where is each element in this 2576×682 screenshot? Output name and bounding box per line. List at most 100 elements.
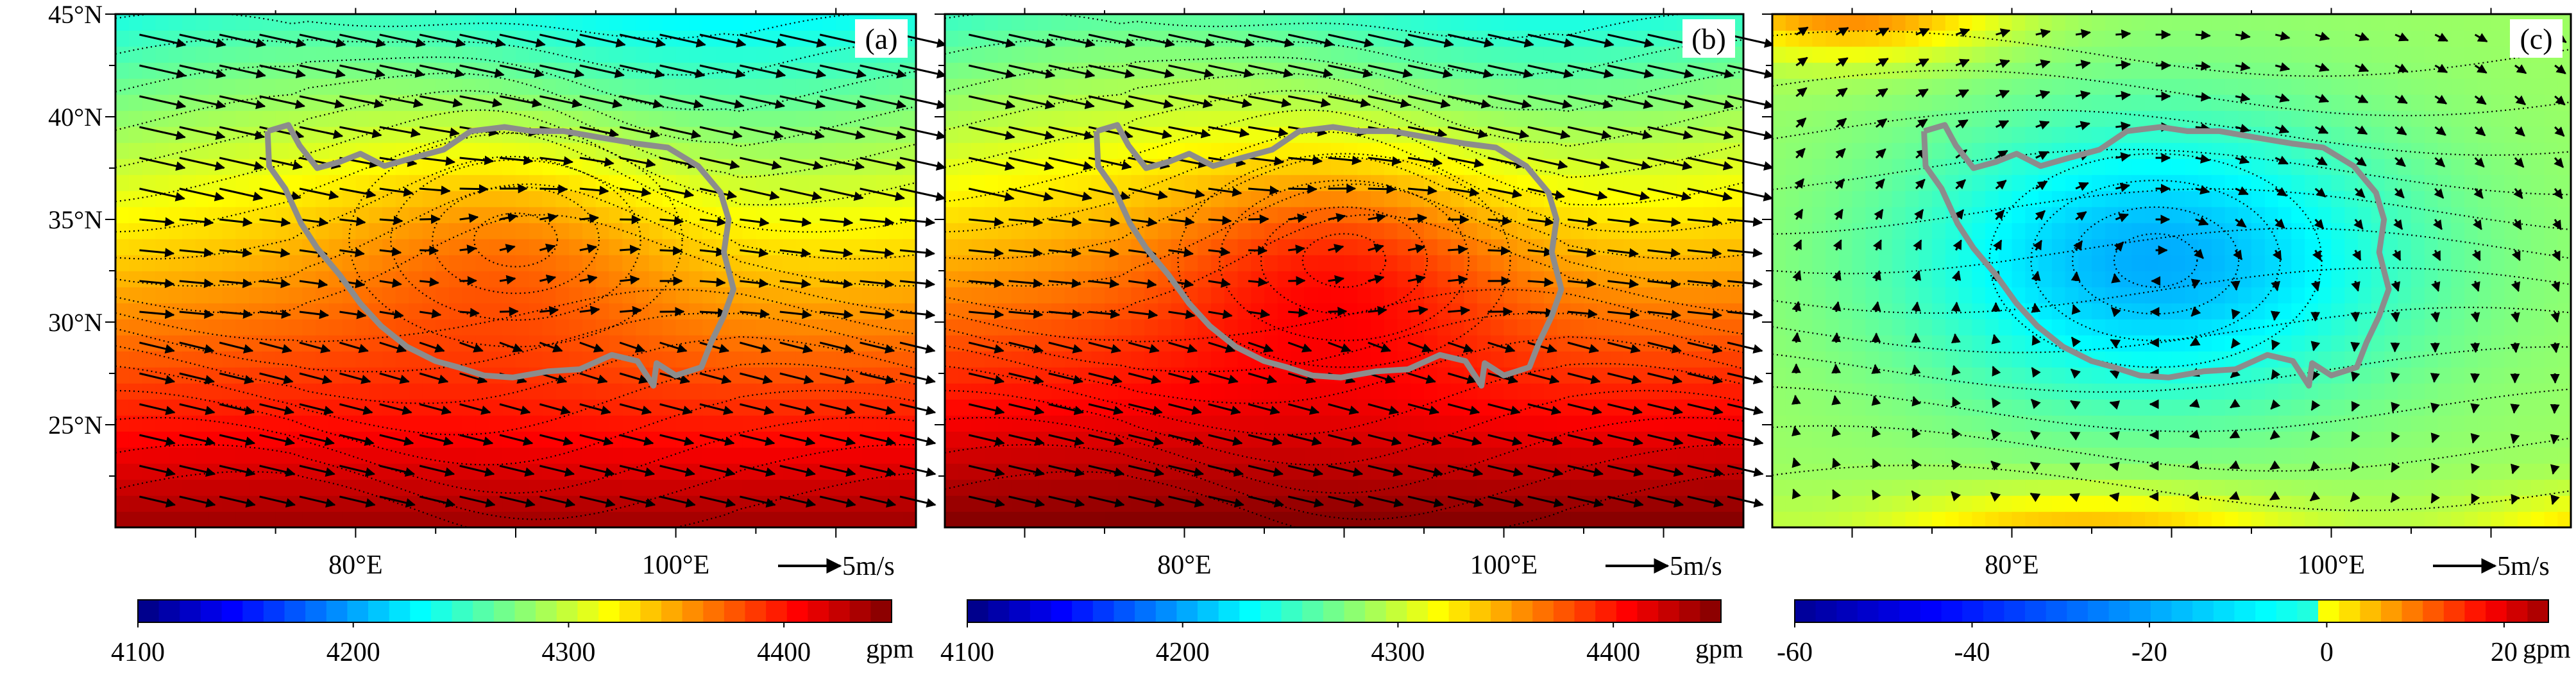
- field-cell: [1799, 94, 1813, 111]
- field-cell: [1637, 191, 1651, 207]
- field-cell: [636, 110, 650, 127]
- field-cell: [289, 14, 303, 31]
- field-cell: [182, 319, 196, 336]
- field-cell: [649, 110, 663, 127]
- field-cell: [1304, 511, 1318, 528]
- field-cell: [836, 30, 850, 47]
- field-cell: [756, 303, 770, 320]
- wind-vector: [779, 309, 812, 320]
- field-cell: [1198, 447, 1212, 464]
- field-cell: [689, 78, 703, 95]
- field-cell: [1637, 351, 1651, 368]
- field-cell: [998, 78, 1012, 95]
- wind-vector: [659, 341, 688, 354]
- field-cell: [622, 14, 636, 31]
- field-cell: [1064, 46, 1079, 63]
- field-cell: [1785, 30, 1800, 47]
- wind-vector: [379, 95, 424, 108]
- field-cell: [889, 447, 903, 464]
- field-cell: [1384, 287, 1398, 303]
- field-cell: [1291, 239, 1305, 255]
- field-cell: [382, 351, 396, 368]
- field-cell: [876, 351, 890, 368]
- field-cell: [1397, 14, 1412, 31]
- lat-label-30: 30°N: [48, 308, 103, 337]
- field-cell: [462, 351, 477, 368]
- field-cell: [1838, 255, 1853, 271]
- field-cell: [958, 14, 972, 31]
- colorbar-cell: [1176, 600, 1198, 622]
- field-cell: [729, 383, 743, 400]
- field-cell: [649, 511, 663, 528]
- field-cell: [1570, 447, 1584, 464]
- field-cell: [836, 255, 850, 271]
- field-cell: [542, 383, 557, 400]
- field-cell: [609, 239, 623, 255]
- field-cell: [516, 383, 530, 400]
- field-cell: [649, 335, 663, 352]
- field-cell: [702, 239, 716, 255]
- field-cell: [1450, 14, 1465, 31]
- field-cell: [1371, 463, 1385, 480]
- field-cell: [555, 351, 570, 368]
- field-cell: [516, 399, 530, 416]
- wind-vector: [539, 33, 586, 48]
- field-cell: [155, 399, 169, 416]
- field-cell: [1663, 142, 1678, 159]
- field-cell: [985, 126, 999, 143]
- wind-vector: [339, 434, 375, 446]
- field-cell: [662, 431, 677, 448]
- field-cell: [1211, 223, 1225, 239]
- field-cell: [502, 207, 516, 223]
- field-cell: [1610, 46, 1625, 63]
- field-cell: [208, 142, 223, 159]
- field-cell: [1291, 158, 1305, 175]
- field-cell: [1517, 110, 1531, 127]
- field-cell: [1852, 46, 1867, 63]
- field-cell: [555, 142, 570, 159]
- field-cell: [155, 223, 169, 239]
- field-cell: [1772, 335, 1786, 352]
- field-cell: [971, 142, 986, 159]
- field-cell: [1024, 479, 1039, 496]
- field-cell: [675, 126, 690, 143]
- field-cell: [1318, 431, 1332, 448]
- field-cell: [1799, 415, 1813, 432]
- wind-vector: [379, 126, 421, 138]
- field-cell: [1131, 175, 1146, 191]
- field-cell: [1224, 255, 1239, 271]
- field-cell: [1597, 110, 1611, 127]
- field-cell: [1411, 383, 1425, 400]
- field-cell: [1064, 175, 1079, 191]
- field-cell: [1198, 239, 1212, 255]
- field-cell: [436, 399, 450, 416]
- field-cell: [1785, 78, 1800, 95]
- lat-label-25: 25°N: [48, 411, 103, 439]
- field-cell: [1237, 447, 1252, 464]
- field-cell: [422, 78, 436, 95]
- field-cell: [1237, 255, 1252, 271]
- field-cell: [1584, 399, 1598, 416]
- field-cell: [1650, 415, 1665, 432]
- field-cell: [169, 431, 183, 448]
- field-cell: [769, 78, 783, 95]
- field-cell: [342, 223, 357, 239]
- field-cell: [1584, 14, 1598, 31]
- field-cell: [1091, 511, 1105, 528]
- field-cell: [769, 335, 783, 352]
- field-cell: [529, 431, 543, 448]
- field-cell: [302, 303, 316, 320]
- field-cell: [195, 110, 210, 127]
- field-cell: [1105, 447, 1119, 464]
- field-cell: [529, 239, 543, 255]
- field-cell: [449, 415, 463, 432]
- field-cell: [1610, 110, 1625, 127]
- field-cell: [862, 415, 877, 432]
- field-cell: [1437, 46, 1452, 63]
- field-cell: [222, 14, 236, 31]
- field-cell: [595, 415, 610, 432]
- field-cell: [769, 239, 783, 255]
- field-cell: [195, 14, 210, 31]
- field-cell: [971, 447, 986, 464]
- field-cell: [1424, 303, 1438, 320]
